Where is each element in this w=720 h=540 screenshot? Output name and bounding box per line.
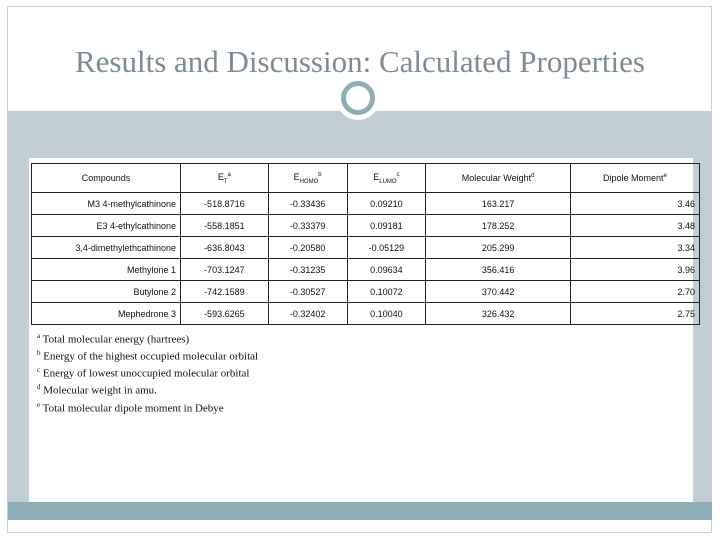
cell-compound: Butylone 2 [31,280,181,303]
cell-total-energy: -742.1589 [180,280,269,303]
footnote: a Total molecular energy (hartrees) [37,332,190,346]
cell-molecular-weight: 163.217 [425,192,571,215]
footer-bar [8,502,712,520]
footnotes: a Total molecular energy (hartrees) b En… [37,330,258,416]
cell-molecular-weight: 178.252 [425,214,571,237]
cell-total-energy: -636.8043 [180,236,269,259]
cell-dipole: 3.34 [569,236,701,259]
cell-homo: -0.33379 [267,214,348,237]
cell-lumo: 0.10040 [346,302,427,325]
cell-homo: -0.20580 [267,236,348,259]
cell-lumo: 0.09634 [346,258,427,281]
footnote: d Molecular weight in amu. [37,383,157,398]
slide-title: Results and Discussion: Calculated Prope… [75,44,645,79]
table-row: E3 4-ethylcathinone -558.1851 -0.33379 0… [31,214,701,237]
table-row: Mephedrone 3 -593.6265 -0.32402 0.10040 … [31,302,701,325]
cell-homo: -0.31235 [267,258,348,281]
cell-molecular-weight: 205.299 [425,236,571,259]
cell-total-energy: -518.8716 [180,192,269,215]
cell-compound: E3 4-ethylcathinone [31,214,181,237]
cell-lumo: -0.05129 [346,236,427,259]
cell-compound: 3,4-dimethylethcathinone [31,236,181,259]
cell-lumo: 0.10072 [346,280,427,303]
cell-dipole: 3.96 [569,258,701,281]
table-row: Butylone 2 -742.1589 -0.30527 0.10072 37… [31,280,701,303]
cell-molecular-weight: 326.432 [425,302,571,325]
cell-compound: M3 4-methylcathinone [31,192,181,215]
cell-dipole: 2.75 [569,302,701,325]
cell-total-energy: -558.1851 [180,214,269,237]
footnote: b Energy of the highest occupied molecul… [37,349,259,363]
table-row: M3 4-methylcathinone -518.8716 -0.33436 … [31,192,701,215]
properties-table: Compounds ETa EHOMOb ELUMOc Molecular We… [31,163,701,325]
cell-dipole: 2.70 [569,280,701,303]
header-compounds: Compounds [31,163,181,193]
footnote: c Energy of lowest unoccupied molecular … [37,366,250,380]
footnote: e Total molecular dipole moment in Debye [37,400,224,415]
cell-molecular-weight: 356.416 [425,258,571,281]
header-molecular-weight: Molecular Weightd [425,163,571,193]
cell-dipole: 3.48 [569,214,701,237]
cell-lumo: 0.09181 [346,214,427,237]
cell-total-energy: -593.6265 [180,302,269,325]
header-dipole-moment: Dipole Momente [569,163,701,193]
cell-homo: -0.33436 [267,192,348,215]
header-total-energy: ETa [180,163,269,193]
title-ornament-ring [341,81,375,115]
table-header-row: Compounds ETa EHOMOb ELUMOc Molecular We… [31,163,701,193]
cell-dipole: 3.46 [569,192,701,215]
cell-compound: Methylone 1 [31,258,181,281]
table-row: Methylone 1 -703.1247 -0.31235 0.09634 3… [31,258,701,281]
header-homo: EHOMOb [267,163,348,193]
cell-lumo: 0.09210 [346,192,427,215]
cell-total-energy: -703.1247 [180,258,269,281]
cell-homo: -0.32402 [267,302,348,325]
table-row: 3,4-dimethylethcathinone -636.8043 -0.20… [31,236,701,259]
cell-compound: Mephedrone 3 [31,302,181,325]
header-lumo: ELUMOc [346,163,427,193]
cell-molecular-weight: 370.442 [425,280,571,303]
cell-homo: -0.30527 [267,280,348,303]
